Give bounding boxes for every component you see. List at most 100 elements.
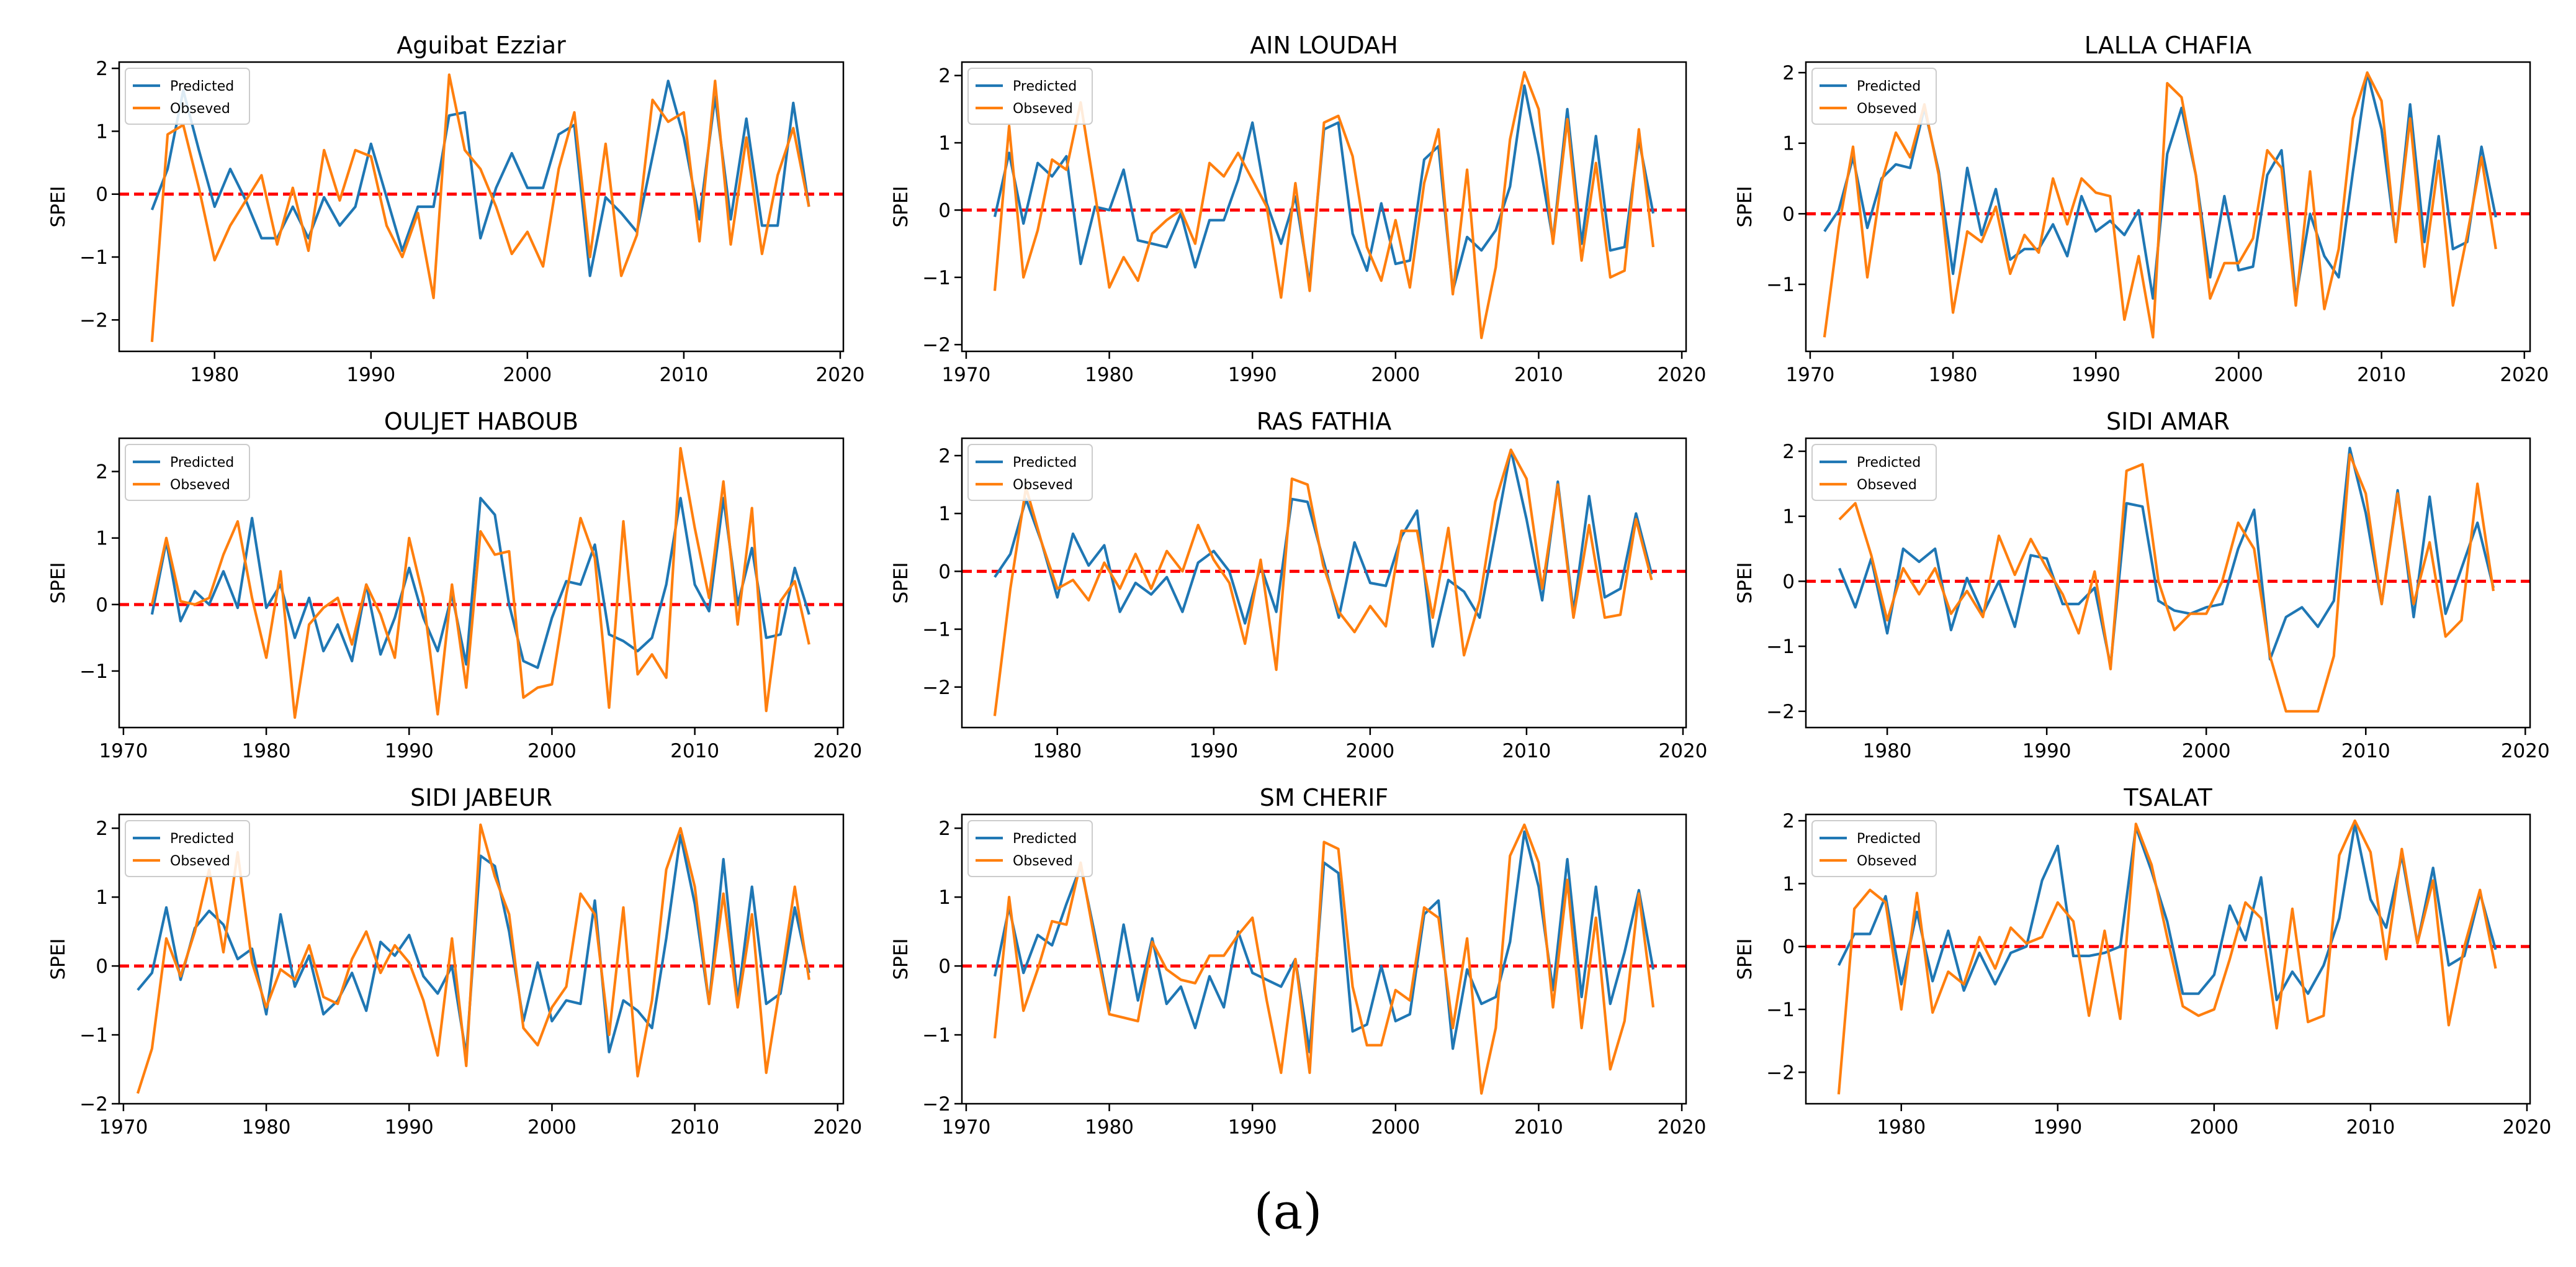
x-tick-label: 2000	[2182, 740, 2231, 762]
predicted-series-line	[150, 79, 810, 277]
chart-title: LALLA CHAFIA	[2085, 32, 2252, 59]
plot-frame	[961, 813, 1687, 1105]
chart-title: AIN LOUDAH	[1250, 32, 1398, 59]
x-tick-label: 2000	[1371, 364, 1420, 386]
y-axis-label: SPEI	[47, 186, 70, 227]
observed-series-line	[150, 446, 810, 719]
predicted-series-line	[994, 448, 1653, 648]
legend-predicted-label: Predicted	[1857, 831, 1921, 847]
x-tick-label: 2010	[1514, 1116, 1563, 1138]
y-tick-label: 1	[96, 886, 108, 909]
x-tick-label: 1980	[1033, 740, 1082, 762]
x-tick-label: 1980	[1863, 740, 1912, 762]
x-tick-label: 2010	[1514, 364, 1563, 386]
y-tick-label: −2	[1766, 701, 1795, 723]
plot-frame	[118, 813, 845, 1105]
x-tick-label: 1980	[242, 740, 291, 762]
legend-box	[125, 444, 250, 501]
y-tick-label: 1	[1782, 133, 1795, 155]
y-tick-label: 2	[1782, 441, 1795, 463]
x-tick-label: 2000	[527, 1116, 577, 1138]
y-tick-label: 2	[1782, 62, 1795, 84]
chart-title: Aguibat Ezziar	[397, 32, 566, 59]
y-axis-label: SPEI	[1734, 562, 1756, 603]
predicted-series-line	[1838, 823, 2497, 1001]
x-tick-label: 2000	[1345, 740, 1394, 762]
legend-box	[1811, 444, 1937, 501]
y-tick-label: 0	[1782, 570, 1795, 593]
x-tick-label: 2010	[2341, 740, 2390, 762]
chart-panel: SM CHERIF SPEI 1970 1980 1990 2000 2010 2020 −2 −…	[890, 784, 1707, 1138]
x-tick-label: 1980	[1085, 364, 1134, 386]
x-tick-label: 2020	[1659, 740, 1708, 762]
observed-series-line	[1838, 453, 2495, 713]
x-tick-label: 1970	[99, 1116, 148, 1138]
y-axis-label: SPEI	[890, 562, 912, 603]
predicted-series-line	[150, 497, 810, 669]
y-tick-label: 2	[1782, 810, 1795, 832]
legend-observed-label: Obseved	[170, 477, 230, 493]
y-tick-label: 0	[938, 561, 951, 583]
chart-title: SM CHERIF	[1260, 784, 1389, 811]
x-tick-label: 2020	[813, 1116, 862, 1138]
chart-panel: SIDI AMAR SPEI 1980 1990 2000 2010 2020 −2 −1 0 1 2…	[1734, 408, 2550, 762]
chart-legend: Predicted Obseved	[1811, 444, 1937, 501]
y-tick-label: −1	[1766, 999, 1795, 1021]
chart-legend: Predicted Obseved	[967, 820, 1093, 877]
y-tick-label: 0	[1782, 203, 1795, 225]
y-tick-label: 1	[96, 528, 108, 550]
predicted-series-line	[1838, 446, 2495, 667]
x-tick-label: 1990	[2071, 364, 2120, 386]
y-tick-label: −1	[1766, 636, 1795, 658]
x-tick-label: 2010	[659, 364, 708, 386]
legend-observed-label: Obseved	[1013, 477, 1073, 493]
y-tick-label: −1	[922, 1024, 951, 1047]
legend-box	[125, 820, 250, 877]
x-tick-label: 1980	[1877, 1116, 1926, 1138]
plot-frame	[118, 437, 845, 729]
y-tick-label: 2	[938, 818, 951, 840]
x-tick-label: 2020	[1658, 1116, 1707, 1138]
legend-predicted-label: Predicted	[1013, 79, 1077, 94]
chart-legend: Predicted Obseved	[125, 68, 250, 125]
legend-predicted-label: Predicted	[1013, 831, 1077, 847]
x-tick-label: 1990	[1228, 1116, 1277, 1138]
plot-frame	[118, 61, 845, 353]
x-tick-label: 1980	[1929, 364, 1978, 386]
x-tick-label: 2020	[2500, 364, 2549, 386]
legend-observed-label: Obseved	[1857, 477, 1917, 493]
legend-box	[967, 68, 1093, 125]
x-tick-label: 1990	[1228, 364, 1277, 386]
chart-title: SIDI JABEUR	[410, 784, 552, 811]
y-tick-label: 2	[938, 445, 951, 467]
chart-panel: RAS FATHIA SPEI 1980 1990 2000 2010 2020 −2 −1 0 1…	[890, 408, 1707, 762]
legend-predicted-label: Predicted	[1857, 455, 1921, 471]
legend-observed-label: Obseved	[1013, 854, 1073, 869]
plot-frame	[1805, 61, 2531, 353]
chart-panel: Aguibat Ezziar SPEI 1980 1990 2000 2010 2020 −2…	[47, 32, 864, 386]
legend-observed-label: Obseved	[170, 101, 230, 117]
y-axis-label: SPEI	[47, 562, 70, 603]
y-axis-label: SPEI	[1734, 938, 1756, 980]
x-tick-label: 1980	[242, 1116, 291, 1138]
observed-series-line	[1837, 819, 2497, 1094]
y-tick-label: −1	[79, 246, 108, 269]
chart-title: OULJET HABOUB	[384, 408, 578, 435]
x-tick-label: 1970	[941, 364, 990, 386]
legend-box	[1811, 820, 1937, 877]
y-tick-label: 0	[1782, 936, 1795, 958]
y-axis-label: SPEI	[47, 938, 70, 980]
plot-frame	[1805, 813, 2531, 1105]
y-tick-label: −2	[922, 334, 951, 356]
x-tick-label: 1970	[941, 1116, 990, 1138]
legend-observed-label: Obseved	[170, 854, 230, 869]
chart-panel: TSALAT SPEI 1980 1990 2000 2010 2020 −2 −1 0 1 2 Pre…	[1734, 784, 2551, 1138]
y-tick-label: 0	[938, 199, 951, 222]
x-tick-label: 2020	[813, 740, 862, 762]
y-tick-label: 0	[96, 955, 108, 978]
y-tick-label: −2	[1766, 1062, 1795, 1084]
chart-legend: Predicted Obseved	[1811, 68, 1937, 125]
y-tick-label: 1	[1782, 873, 1795, 895]
